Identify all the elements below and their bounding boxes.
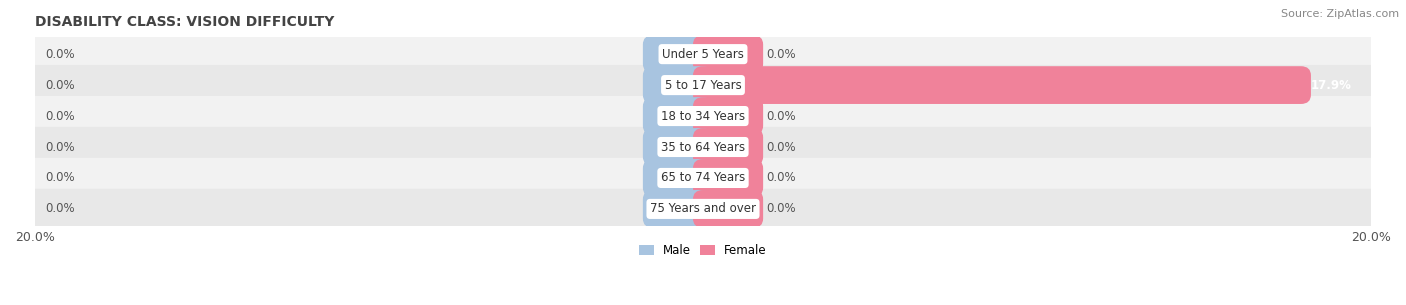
FancyBboxPatch shape [30,158,1376,198]
FancyBboxPatch shape [643,190,713,228]
Text: 65 to 74 Years: 65 to 74 Years [661,171,745,185]
Text: 35 to 64 Years: 35 to 64 Years [661,141,745,153]
Text: Under 5 Years: Under 5 Years [662,48,744,61]
Text: 0.0%: 0.0% [766,109,796,123]
FancyBboxPatch shape [693,159,763,197]
Text: 0.0%: 0.0% [45,141,75,153]
Text: Source: ZipAtlas.com: Source: ZipAtlas.com [1281,9,1399,19]
Text: 17.9%: 17.9% [1310,79,1351,92]
Legend: Male, Female: Male, Female [634,239,772,262]
Text: 0.0%: 0.0% [766,171,796,185]
FancyBboxPatch shape [30,189,1376,229]
FancyBboxPatch shape [643,66,713,104]
Text: 5 to 17 Years: 5 to 17 Years [665,79,741,92]
Text: DISABILITY CLASS: VISION DIFFICULTY: DISABILITY CLASS: VISION DIFFICULTY [35,15,335,29]
Text: 18 to 34 Years: 18 to 34 Years [661,109,745,123]
FancyBboxPatch shape [30,65,1376,105]
FancyBboxPatch shape [30,34,1376,74]
FancyBboxPatch shape [693,97,763,135]
Text: 0.0%: 0.0% [766,203,796,215]
FancyBboxPatch shape [643,159,713,197]
FancyBboxPatch shape [693,190,763,228]
Text: 0.0%: 0.0% [45,79,75,92]
FancyBboxPatch shape [693,35,763,73]
FancyBboxPatch shape [30,96,1376,136]
FancyBboxPatch shape [643,128,713,166]
FancyBboxPatch shape [693,66,1310,104]
FancyBboxPatch shape [693,128,763,166]
FancyBboxPatch shape [643,97,713,135]
Text: 0.0%: 0.0% [766,141,796,153]
FancyBboxPatch shape [30,127,1376,167]
Text: 0.0%: 0.0% [45,48,75,61]
Text: 0.0%: 0.0% [45,171,75,185]
Text: 0.0%: 0.0% [45,203,75,215]
FancyBboxPatch shape [643,35,713,73]
Text: 75 Years and over: 75 Years and over [650,203,756,215]
Text: 0.0%: 0.0% [45,109,75,123]
Text: 0.0%: 0.0% [766,48,796,61]
